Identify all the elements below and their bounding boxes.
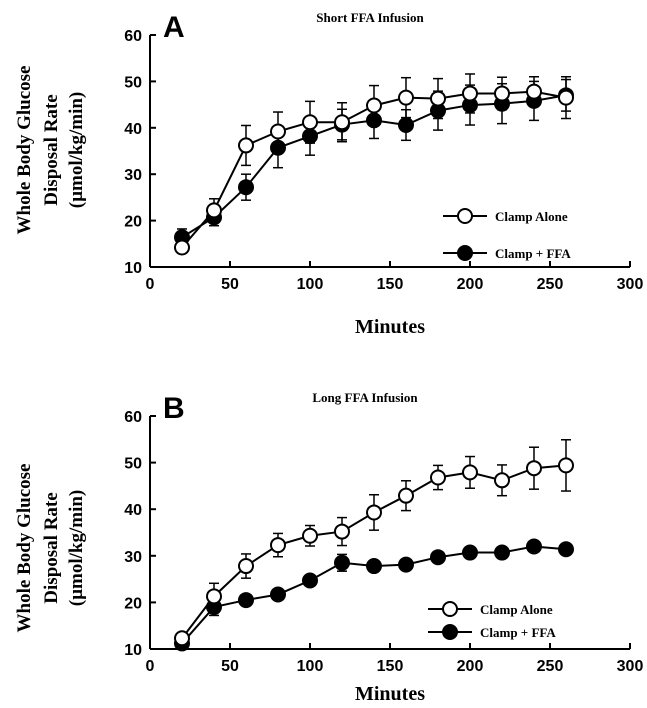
panel-a-series-1-point: [238, 137, 254, 154]
panel-b-series-1-point: [270, 537, 286, 554]
panel-b-series-1-point: [462, 464, 478, 481]
panel-b-series-2-point: [526, 538, 542, 555]
panel-b-y-tick-label: 60: [124, 409, 142, 426]
panel-a-y-tick-label: 60: [124, 28, 142, 45]
panel-a-legend-marker-2: [457, 245, 473, 261]
panel-b-plot: 10 20 30 40 50 60 0 50 100 150 200 250 300 Clamp Alon…: [124, 409, 643, 675]
panel-b-series-1-point: [302, 527, 318, 544]
panel-a-x-tick-label: 100: [297, 276, 324, 293]
panel-b-series-1-point: [398, 487, 414, 504]
panel-a-series-1-point: [270, 123, 286, 140]
panel-b-series-2-point: [462, 544, 478, 561]
panel-a-ylabel-line-3: (µmol/kg/min): [66, 92, 87, 209]
panel-a-x-tick-label: 200: [457, 276, 484, 293]
panel-b-x-tick-label: 200: [457, 658, 484, 675]
panel-a-x-tick-label: 50: [221, 276, 239, 293]
panel-a-y-tick-label: 50: [124, 74, 142, 91]
panel-b-y-tick-label: 10: [124, 642, 142, 659]
panel-b-x-tick-label: 150: [377, 658, 404, 675]
panel-b-title: Long FFA Infusion: [312, 390, 418, 405]
panel-b-series-1-point: [430, 469, 446, 486]
panel-a-y-tick-label: 40: [124, 121, 142, 138]
panel-a-plot: 10 20 30 40 50 60 0 50 100 150 200 250 300 Clamp Alon…: [124, 28, 643, 293]
panel-b-y-tick-label: 40: [124, 502, 142, 519]
panel-a-series-1-point: [494, 85, 510, 102]
panel-a-ylabel-line-2: Disposal Rate: [41, 94, 62, 205]
panel-b-ylabel-line-2: Disposal Rate: [41, 492, 62, 603]
panel-b-series-1-point: [174, 630, 190, 647]
panel-b-x-tick-label: 0: [146, 658, 155, 675]
panel-a-x-tick-label: 0: [146, 276, 155, 293]
panel-b-series-1-point: [494, 472, 510, 489]
panel-b-xlabel: Minutes: [355, 683, 425, 705]
panel-a-title: Short FFA Infusion: [316, 10, 424, 25]
panel-a-y-tick-label: 10: [124, 260, 142, 277]
panel-b: B Long FFA Infusion Whole Body Glucose D…: [14, 390, 643, 705]
panel-b-label: B: [163, 392, 185, 425]
panel-b-y-tick-label: 30: [124, 549, 142, 566]
panel-a-ylabel-line-1: Whole Body Glucose: [14, 66, 35, 235]
panel-a-series-1-point: [174, 239, 190, 256]
panel-b-series-1-point: [206, 588, 222, 605]
panel-b-series-2-point: [270, 586, 286, 603]
panel-a-series-1-point: [430, 90, 446, 107]
panel-a-series-1-point: [206, 202, 222, 219]
panel-b-x-tick-label: 300: [617, 658, 644, 675]
panel-a-series-1-point: [558, 89, 574, 106]
panel-a-series-1-point: [462, 85, 478, 102]
panel-b-series-1-point: [526, 460, 542, 477]
panel-a-x-tick-label: 300: [617, 276, 644, 293]
panel-a: A Short FFA Infusion Whole Body Glucose …: [14, 10, 643, 338]
panel-a-legend-label-2: Clamp + FFA: [495, 246, 571, 261]
panel-b-series-2-point: [558, 541, 574, 558]
panel-a-series-2-point: [366, 112, 382, 129]
panel-b-series-2-point: [430, 549, 446, 566]
panel-a-series-2-point: [238, 179, 254, 196]
panel-a-series-2-point: [270, 139, 286, 156]
panel-b-y-tick-label: 50: [124, 456, 142, 473]
panel-b-series-2-point: [366, 558, 382, 575]
panel-a-y-tick-label: 20: [124, 214, 142, 231]
panel-a-legend-label-1: Clamp Alone: [495, 209, 568, 224]
panel-b-ylabel-line-1: Whole Body Glucose: [14, 464, 35, 633]
panel-a-series-2-point: [398, 117, 414, 134]
panel-b-legend-marker-2: [442, 624, 458, 640]
panel-a-series-1-point: [398, 89, 414, 106]
panel-a-series-1-point: [302, 114, 318, 131]
panel-a-xlabel: Minutes: [355, 316, 425, 338]
panel-b-x-tick-label: 250: [537, 658, 564, 675]
panel-a-series-1-point: [526, 83, 542, 100]
panel-b-legend-label-2: Clamp + FFA: [480, 625, 556, 640]
panel-b-series-2-point: [334, 554, 350, 571]
panel-a-legend-marker-1: [457, 208, 473, 224]
panel-b-series-1-point: [558, 457, 574, 474]
panel-a-label: A: [163, 11, 185, 44]
panel-a-y-tick-label: 30: [124, 167, 142, 184]
panel-a-series-1-point: [334, 114, 350, 131]
panel-a-series-1-point: [366, 97, 382, 114]
panel-b-series-1-point: [334, 523, 350, 540]
panel-b-series-2-point: [398, 556, 414, 573]
panel-b-series-1-point: [238, 558, 254, 575]
panel-b-y-tick-label: 20: [124, 595, 142, 612]
panel-b-series-2-point: [494, 544, 510, 561]
panel-b-legend-label-1: Clamp Alone: [480, 602, 553, 617]
panel-b-legend-marker-1: [442, 601, 458, 617]
panel-b-series-2-point: [238, 592, 254, 609]
panel-a-series-2-point: [302, 128, 318, 145]
panel-a-x-tick-label: 250: [537, 276, 564, 293]
panel-b-x-tick-label: 100: [297, 658, 324, 675]
panel-b-ylabel-line-3: (µmol/kg/min): [66, 490, 87, 607]
panel-b-series-1-point: [366, 504, 382, 521]
panel-a-x-tick-label: 150: [377, 276, 404, 293]
panel-b-x-tick-label: 50: [221, 658, 239, 675]
panel-b-series-2-point: [302, 572, 318, 589]
